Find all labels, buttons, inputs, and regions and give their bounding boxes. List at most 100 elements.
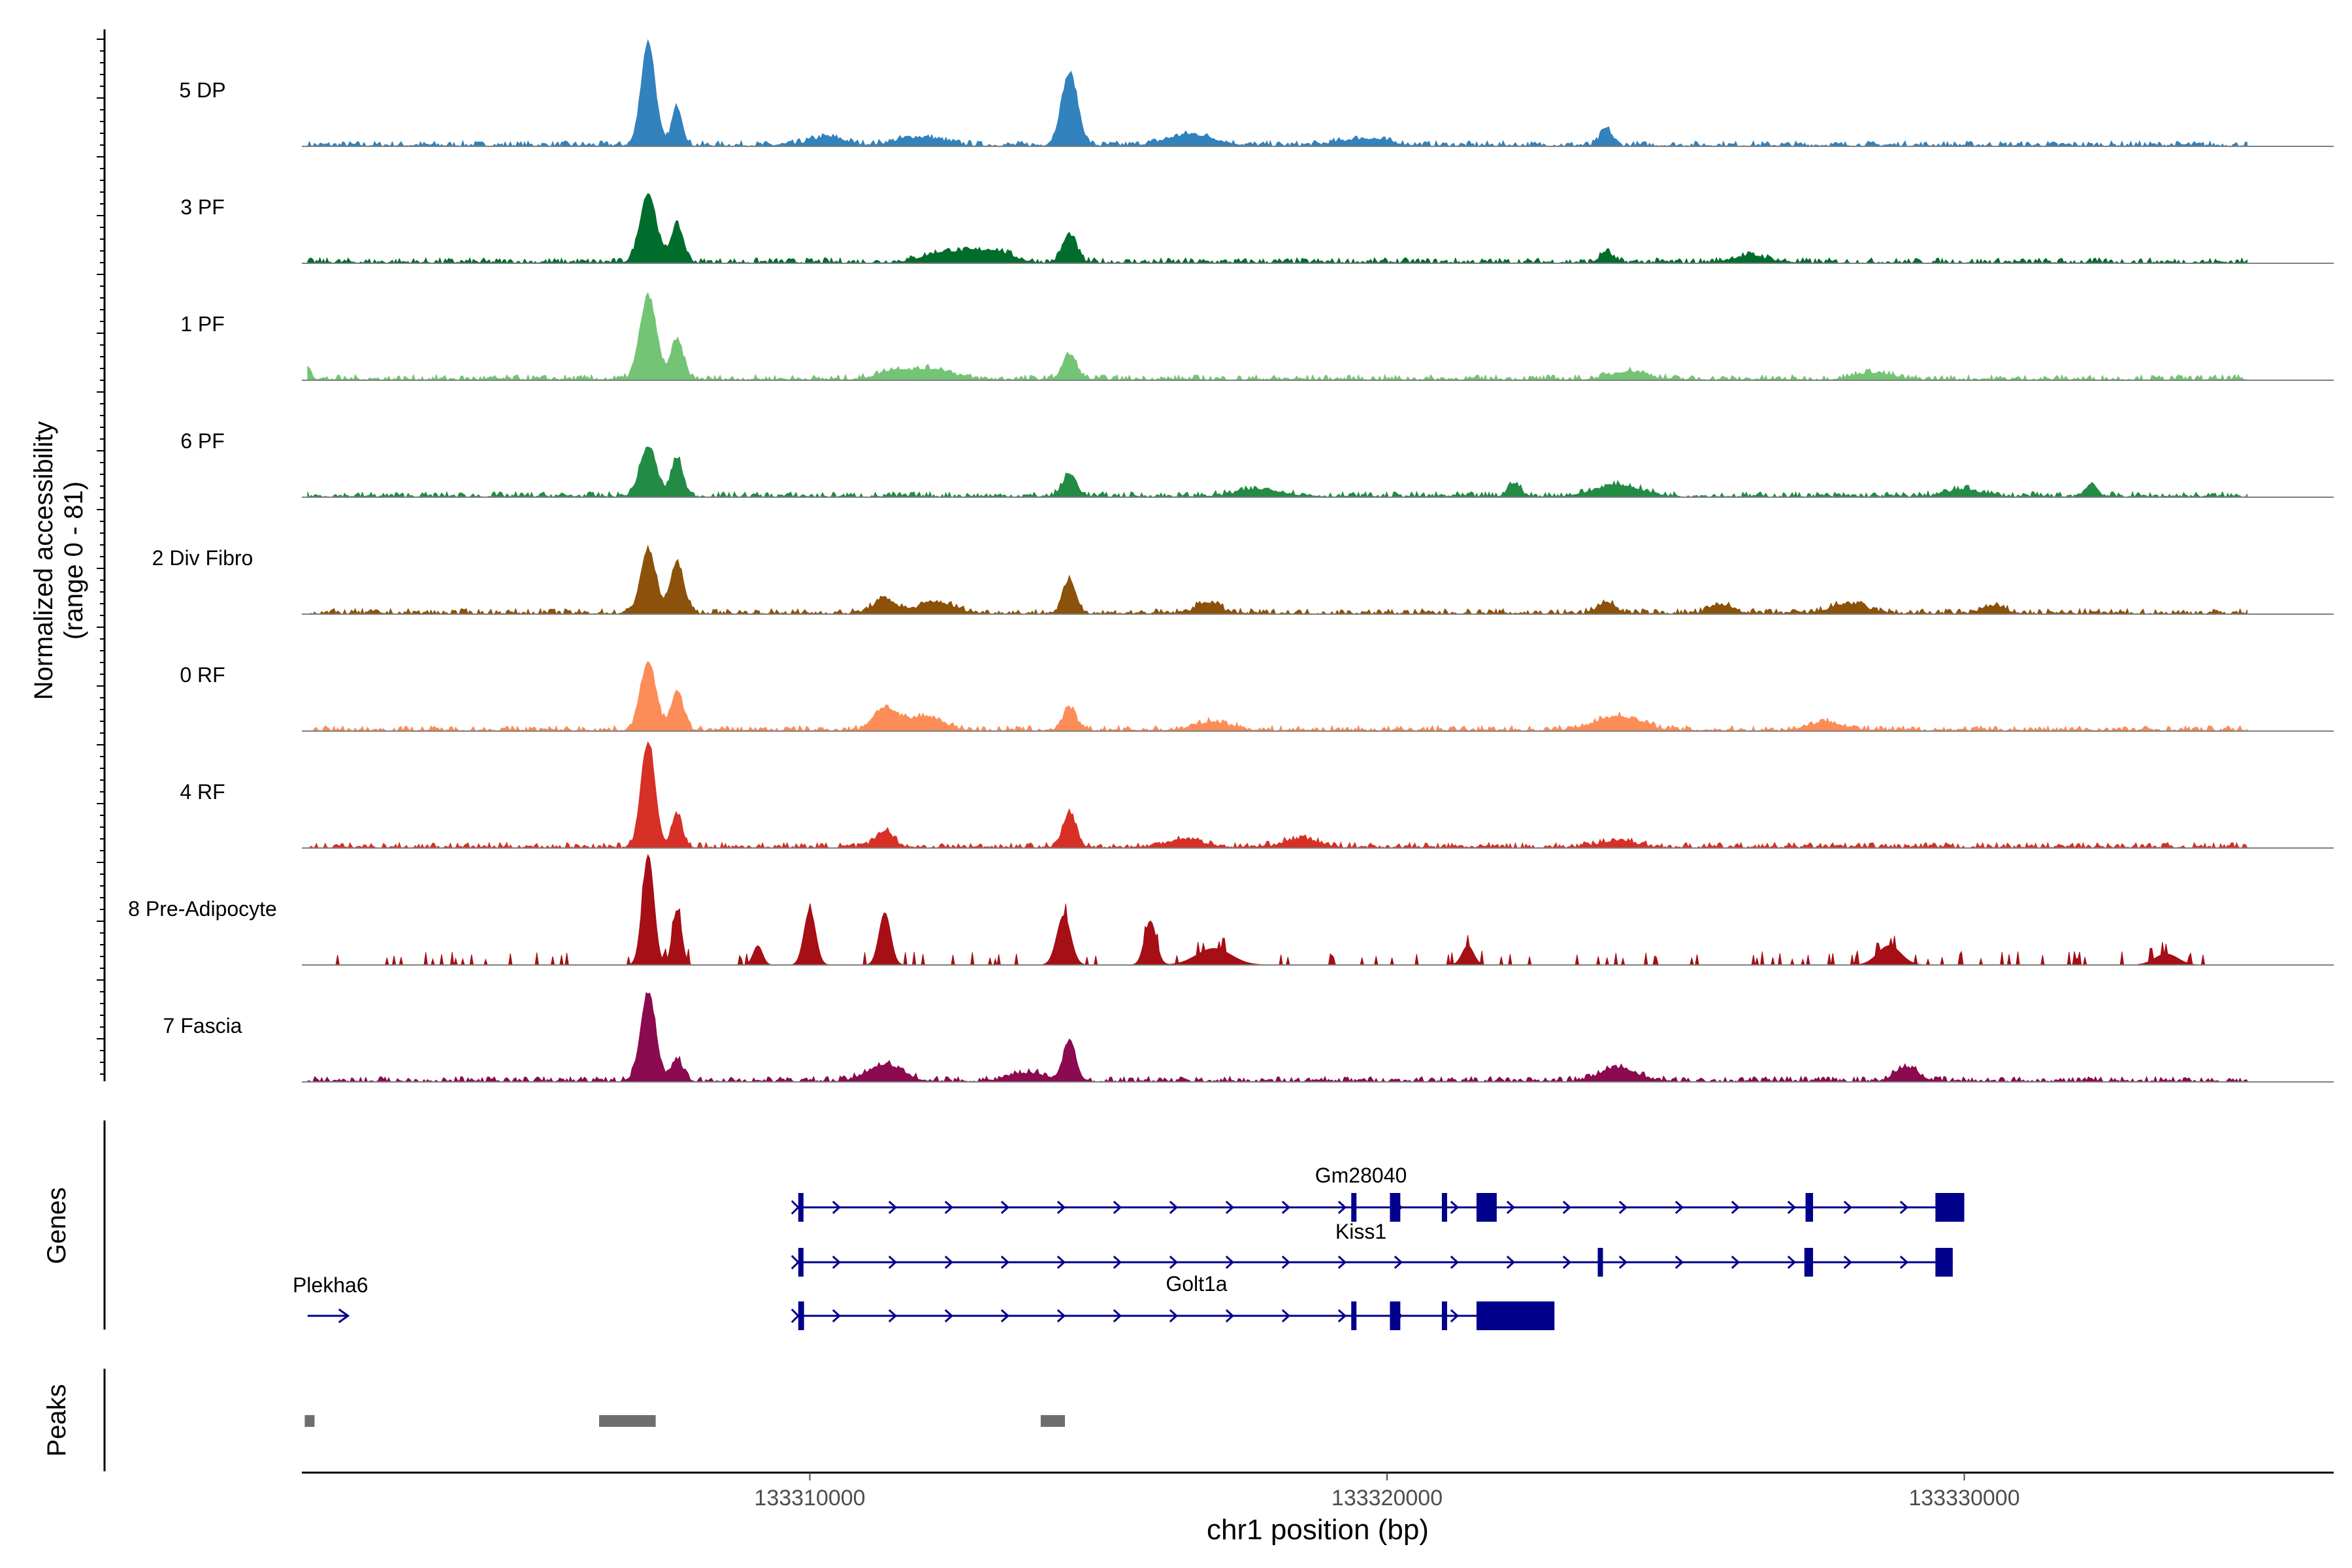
strand-chevron (1787, 1200, 1797, 1215)
exon (1390, 1301, 1401, 1330)
strand-chevron (1281, 1309, 1291, 1323)
strand-chevron (1562, 1200, 1572, 1215)
track-5-dp: 5 DP (179, 39, 2334, 148)
gene-label: Gm28040 (1315, 1164, 1407, 1187)
strand-chevron (944, 1309, 954, 1323)
exon (1351, 1193, 1357, 1222)
strand-chevron (1225, 1309, 1235, 1323)
track-label: 1 PF (180, 312, 225, 336)
track-label: 8 Pre-Adipocyte (128, 897, 277, 921)
strand-chevron (1674, 1255, 1684, 1269)
track-label: 2 Div Fibro (152, 546, 253, 570)
exon (1351, 1301, 1357, 1330)
strand-chevron (1674, 1200, 1684, 1215)
x-tick-label: 133310000 (754, 1486, 865, 1511)
strand-arrowhead (338, 1308, 350, 1324)
track-label: 6 PF (180, 429, 225, 453)
strand-chevron (944, 1200, 954, 1215)
strand-chevron (1450, 1200, 1460, 1215)
exon (1390, 1193, 1401, 1222)
strand-chevron (1562, 1255, 1572, 1269)
strand-chevron (1281, 1255, 1291, 1269)
x-tick-label: 133330000 (1908, 1486, 2019, 1511)
strand-chevron (1843, 1200, 1853, 1215)
coverage-area (307, 544, 2247, 615)
track-label: 0 RF (180, 663, 225, 687)
gene-kiss1: Kiss1 (791, 1220, 1953, 1277)
strand-chevron (1337, 1255, 1347, 1269)
exon (1935, 1248, 1953, 1277)
strand-chevron (1506, 1200, 1516, 1215)
track-label: 3 PF (180, 195, 225, 219)
track-label: 5 DP (179, 78, 225, 102)
peak-region (1040, 1415, 1066, 1427)
strand-start-chevron (791, 1200, 800, 1215)
genes-panel-label: Genes (42, 1187, 71, 1264)
strand-chevron (1281, 1200, 1291, 1215)
strand-chevron (1225, 1255, 1235, 1269)
coverage-area (307, 39, 2247, 148)
exon (1935, 1193, 1965, 1222)
strand-chevron (1731, 1255, 1740, 1269)
exon (798, 1301, 804, 1330)
peak-regions (304, 1415, 1066, 1427)
strand-chevron (1113, 1309, 1122, 1323)
strand-chevron (1899, 1255, 1909, 1269)
track-3-pf: 3 PF (180, 193, 2334, 265)
strand-chevron (832, 1309, 841, 1323)
gene-label: Plekha6 (293, 1273, 368, 1297)
gene-label: Kiss1 (1335, 1220, 1386, 1243)
strand-start-chevron (791, 1308, 800, 1324)
coverage-area (307, 292, 2247, 382)
strand-chevron (1000, 1309, 1010, 1323)
coverage-area (307, 446, 2247, 498)
exon (1805, 1193, 1814, 1222)
exon (1441, 1301, 1447, 1330)
strand-chevron (1000, 1200, 1010, 1215)
exon (798, 1193, 804, 1222)
exon (798, 1248, 804, 1277)
peak-region (304, 1415, 315, 1427)
exon (1597, 1248, 1603, 1277)
strand-chevron (944, 1255, 954, 1269)
track-6-pf: 6 PF (180, 429, 2334, 498)
strand-chevron (1169, 1255, 1179, 1269)
peak-region (599, 1415, 656, 1427)
track-7-fascia: 7 Fascia (163, 992, 2334, 1083)
coverage-y-axis-ticks (97, 39, 105, 1075)
strand-chevron (1618, 1255, 1628, 1269)
strand-chevron (1225, 1200, 1235, 1215)
strand-chevron (832, 1200, 841, 1215)
y-axis-label-line2: (range 0 - 81) (59, 482, 88, 640)
track-0-rf: 0 RF (180, 661, 2334, 732)
strand-chevron (1450, 1309, 1460, 1323)
strand-chevron (1843, 1255, 1853, 1269)
coverage-area (307, 661, 2247, 732)
strand-chevron (1056, 1255, 1066, 1269)
strand-chevron (1113, 1255, 1122, 1269)
gene-annotations: Gm28040 Kiss1 Golt1a Plekha6 (293, 1164, 1965, 1330)
strand-chevron (888, 1200, 898, 1215)
exon (1441, 1193, 1447, 1222)
strand-chevron (1337, 1309, 1347, 1323)
coverage-area (307, 853, 2247, 966)
gene-plekha6: Plekha6 (293, 1273, 368, 1324)
strand-chevron (1056, 1309, 1066, 1323)
strand-chevron (888, 1309, 898, 1323)
x-tick-label: 133320000 (1331, 1486, 1443, 1511)
peaks-panel-label: Peaks (42, 1384, 71, 1456)
strand-chevron (1394, 1255, 1403, 1269)
strand-chevron (1000, 1255, 1010, 1269)
gene-label: Golt1a (1166, 1272, 1227, 1296)
strand-chevron (1169, 1309, 1179, 1323)
gene-golt1a: Golt1a (791, 1272, 1555, 1330)
strand-chevron (1056, 1200, 1066, 1215)
strand-chevron (1787, 1255, 1797, 1269)
y-axis-label-line1: Normalized accessibility (29, 421, 58, 700)
strand-chevron (1337, 1200, 1347, 1215)
track-2-div-fibro: 2 Div Fibro (152, 544, 2334, 615)
strand-chevron (1169, 1200, 1179, 1215)
strand-chevron (1113, 1200, 1122, 1215)
strand-chevron (1731, 1200, 1740, 1215)
